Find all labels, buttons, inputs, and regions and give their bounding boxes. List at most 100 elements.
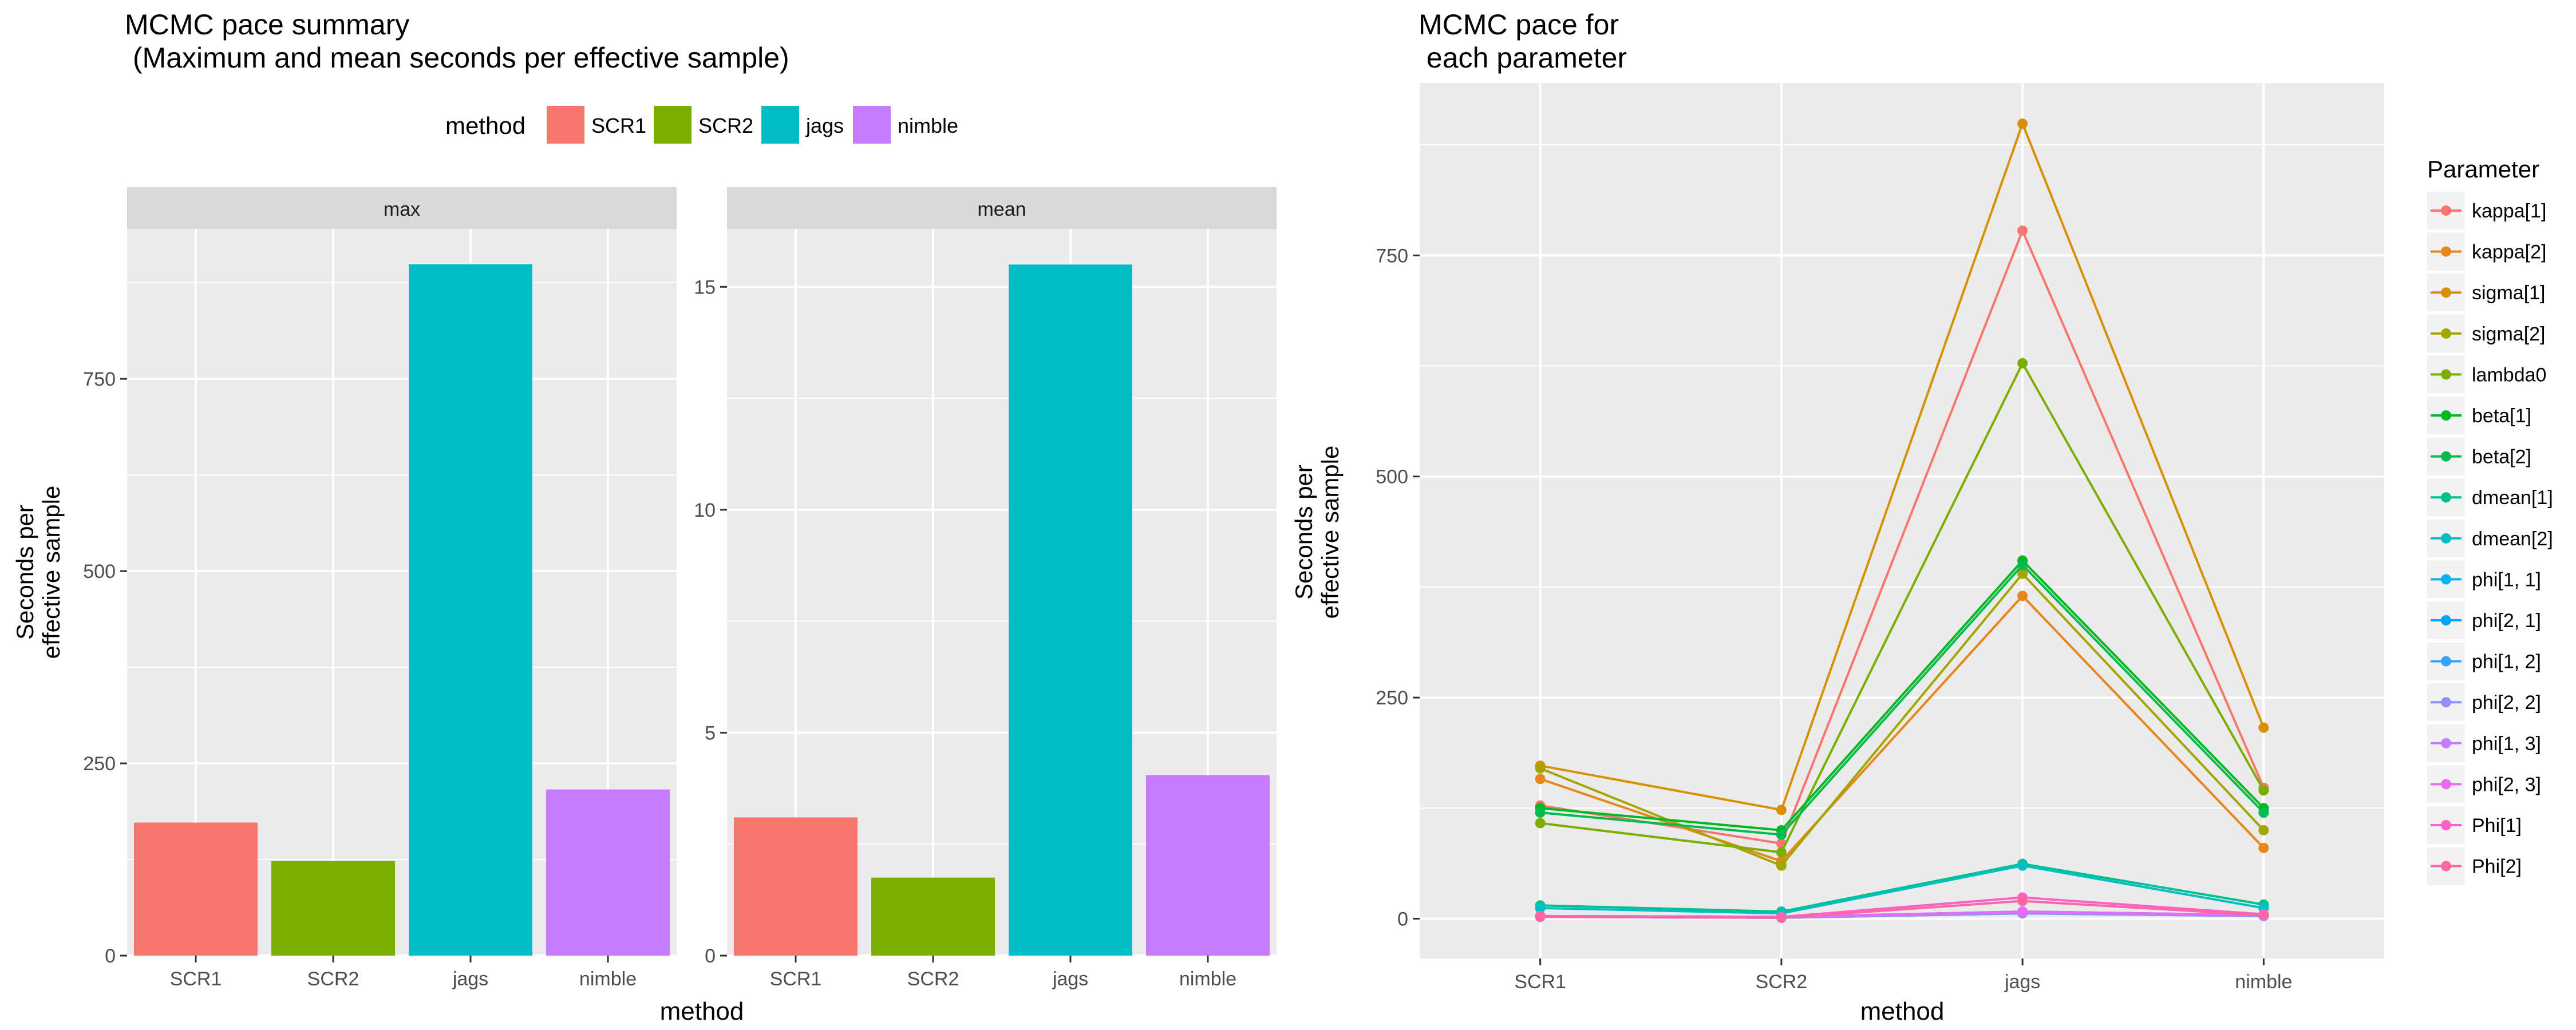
legend-key-scr2 <box>654 106 692 144</box>
legend-label-scr1: SCR1 <box>591 114 646 137</box>
legend-key-jags <box>761 106 799 144</box>
right-x-axis-title: method <box>1860 997 1945 1025</box>
point-beta-2-nimble <box>2258 807 2269 818</box>
point-kappa-2-jags <box>2017 591 2028 601</box>
legend-label-dmean-2: dmean[2] <box>2472 528 2553 550</box>
y-tick-label: 5 <box>705 722 716 744</box>
legend-key-point-beta-1 <box>2441 410 2451 421</box>
point-sigma-1-scr2 <box>1776 805 1787 815</box>
bar-mean-nimble <box>1146 775 1270 956</box>
bar-max-scr1 <box>134 822 258 956</box>
right-title-line2: each parameter <box>1419 42 1627 74</box>
legend-key-point-phi-1-2 <box>2441 656 2451 667</box>
facet-max-panel: max 0 250 500 750 SCR1 SCR2 jags nimble <box>83 187 677 990</box>
point-phi-2-scr2 <box>1776 912 1787 923</box>
series-line-phi-2 <box>1540 900 2264 919</box>
series-line-dmean-2 <box>1540 864 2264 915</box>
x-tick-label-scr2: SCR2 <box>907 968 959 990</box>
legend-label-lambda0: lambda0 <box>2472 364 2546 386</box>
x-tick-label-scr1: SCR1 <box>1514 971 1566 993</box>
point-dmean-2-scr1 <box>1535 902 1546 913</box>
point-beta-2-scr1 <box>1535 807 1546 818</box>
legend-label-sigma-2: sigma[2] <box>2472 323 2546 345</box>
bar-mean-scr2 <box>871 877 995 956</box>
x-tick-label-jags: jags <box>452 968 488 990</box>
legend-label-phi-2-3: phi[2, 3] <box>2472 774 2541 795</box>
left-x-axis-title: method <box>660 997 744 1025</box>
point-kappa-1-jags <box>2017 225 2028 236</box>
x-tick-label-scr2: SCR2 <box>1756 971 1808 993</box>
legend-label-beta-2: beta[2] <box>2472 446 2531 468</box>
point-dmean-2-jags <box>2017 860 2028 871</box>
point-sigma-2-scr2 <box>1776 860 1787 871</box>
legend-label-jags: jags <box>805 114 844 137</box>
y-tick-label: 750 <box>1376 245 1408 267</box>
point-sigma-2-scr1 <box>1535 763 1546 774</box>
legend-label-sigma-1: sigma[1] <box>2472 282 2546 304</box>
right-y-axis-title: Seconds per effective sample <box>1290 446 1344 619</box>
point-lambda0-nimble <box>2258 785 2269 796</box>
legend-key-scr1 <box>547 106 584 144</box>
y-tick-label: 0 <box>1397 908 1408 930</box>
right-title-line1: MCMC pace for <box>1419 9 1619 41</box>
legend-label-kappa-1: kappa[1] <box>2472 200 2546 222</box>
legend-key-point-phi-1-1 <box>2441 574 2451 585</box>
left-ylabel-line2: effective sample <box>38 486 65 659</box>
x-tick-label-scr2: SCR2 <box>307 968 359 990</box>
left-title-line1: MCMC pace summary <box>125 9 409 41</box>
legend-key-point-kappa-1 <box>2441 205 2451 216</box>
legend-label-phi-1-1: phi[1, 1] <box>2472 569 2541 591</box>
x-tick-label-scr1: SCR1 <box>770 968 822 990</box>
point-phi-2-scr1 <box>1535 912 1546 922</box>
legend-key-point-dmean-2 <box>2441 533 2451 544</box>
legend-label-dmean-1: dmean[1] <box>2472 487 2553 509</box>
right-ylabel-line2: effective sample <box>1317 446 1344 619</box>
left-y-axis-title: Seconds per effective sample <box>11 486 65 659</box>
legend-label-phi-2-2: phi[2, 2] <box>2472 692 2541 714</box>
series-line-beta-2 <box>1540 563 2265 836</box>
facet-strip-mean <box>727 187 1277 229</box>
y-tick-label: 750 <box>83 369 116 390</box>
y-tick-label: 250 <box>1376 687 1408 709</box>
y-tick-label: 0 <box>105 945 116 967</box>
facet-strip-label-mean: mean <box>977 199 1026 220</box>
series-line-dmean-1 <box>1540 862 2264 913</box>
series-line-sigma-1 <box>1540 120 2265 811</box>
legend-label-beta-1: beta[1] <box>2472 405 2531 427</box>
y-tick-label: 500 <box>83 561 116 583</box>
left-title-line2: (Maximum and mean seconds per effective … <box>125 42 789 74</box>
point-lambda0-scr1 <box>1535 818 1546 829</box>
parameter-legend: Parameter kappa[1] kappa[2] sigma[1] sigma[… <box>2427 156 2553 885</box>
legend-key-point-phi-2 <box>2441 861 2451 871</box>
bar-max-jags <box>409 264 532 956</box>
bar-max-scr2 <box>271 861 395 956</box>
y-tick-label: 500 <box>1376 466 1408 488</box>
point-phi-2-nimble <box>2258 910 2269 921</box>
legend-label-scr2: SCR2 <box>698 114 753 137</box>
legend-key-nimble <box>853 106 891 144</box>
x-tick-label-nimble: nimble <box>2235 971 2292 993</box>
legend-key-point-sigma-1 <box>2441 287 2451 298</box>
y-tick-label: 250 <box>83 753 116 775</box>
legend-label-phi-1-3: phi[1, 3] <box>2472 733 2541 755</box>
facet-mean-panel: mean 0 5 10 15 SCR1 SCR2 jags nimble <box>694 187 1277 990</box>
legend-key-point-dmean-1 <box>2441 492 2451 503</box>
point-phi-2-jags <box>2017 896 2028 906</box>
facet-strip-label-max: max <box>384 199 420 220</box>
point-lambda0-scr2 <box>1776 847 1787 858</box>
point-kappa-2-scr1 <box>1535 774 1546 785</box>
legend-key-point-lambda0 <box>2441 369 2451 380</box>
bar-mean-scr1 <box>734 817 858 956</box>
x-tick-label-scr1: SCR1 <box>170 968 222 990</box>
y-tick-label: 0 <box>705 945 716 967</box>
y-tick-label: 10 <box>694 500 716 521</box>
point-lambda0-jags <box>2017 358 2028 369</box>
x-tick-label-nimble: nimble <box>579 968 637 990</box>
left-ylabel-line1: Seconds per <box>11 505 38 640</box>
legend-key-point-sigma-2 <box>2441 328 2451 339</box>
line-chart-panel: 0 250 500 750 SCR1 SCR2 jags nimble <box>1376 83 2384 993</box>
legend-label-nimble: nimble <box>898 114 958 137</box>
x-tick-label-nimble: nimble <box>1179 968 1236 990</box>
legend-key-point-phi-1-3 <box>2441 738 2451 748</box>
legend-key-point-kappa-2 <box>2441 246 2451 257</box>
